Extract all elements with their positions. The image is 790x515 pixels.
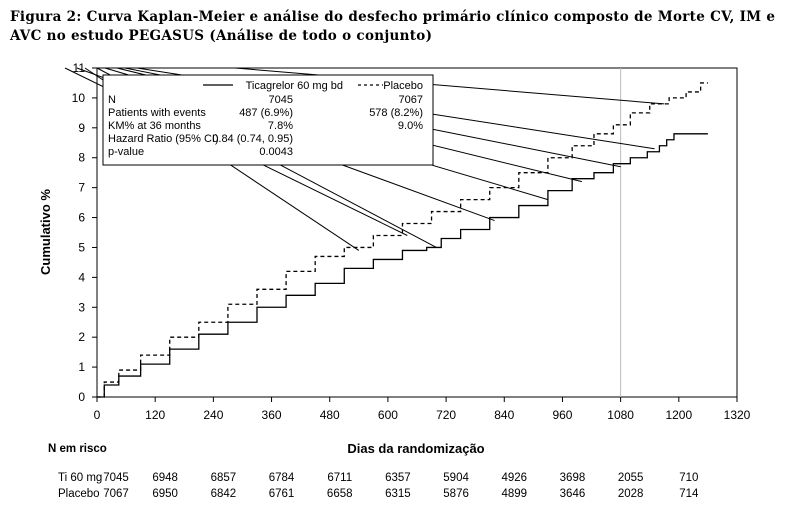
risk-cell: 6857 (211, 472, 237, 484)
risk-cell: 3698 (560, 472, 586, 484)
risk-cell: 7067 (103, 488, 129, 500)
risk-cell: 714 (679, 488, 699, 500)
risk-cell: 4926 (501, 472, 527, 484)
risk-cell: 3646 (560, 488, 586, 500)
legend-row-label: KM% at 36 months (108, 120, 201, 132)
legend-row-placebo: 7067 (399, 94, 423, 106)
legend-row-label: Hazard Ratio (95% CI) (108, 133, 219, 145)
series-layer (97, 82, 708, 398)
x-tick-label: 720 (436, 408, 456, 422)
legend-row-ticagrelor: 7.8% (268, 120, 293, 132)
risk-table-title: N em risco (48, 443, 107, 455)
legend-row-ticagrelor: 0.0043 (259, 146, 293, 158)
legend-row-ticagrelor: 0.84 (0.74, 0.95) (212, 133, 293, 145)
legend-row-placebo: 578 (8.2%) (369, 107, 423, 119)
y-tick-label: 4 (78, 270, 85, 284)
y-tick-label: 6 (78, 211, 85, 225)
legend-series-placebo: Placebo (383, 80, 423, 92)
x-tick-label: 840 (494, 408, 514, 422)
y-tick-label: 8 (78, 151, 85, 165)
y-tick-label: 9 (78, 121, 85, 135)
y-tick-label: 1 (78, 360, 85, 374)
risk-row-label: Ti 60 mg (58, 472, 102, 484)
y-tick-label: 11 (73, 61, 86, 75)
legend-frame (102, 74, 434, 166)
risk-cell: 6315 (385, 488, 411, 500)
risk-cell: 6950 (152, 488, 178, 500)
annotation-line (234, 67, 665, 105)
legend-row-label: p-value (108, 146, 144, 158)
risk-cell: 6761 (269, 488, 295, 500)
risk-cell: 7045 (103, 472, 129, 484)
legend-row-label: Patients with events (108, 107, 206, 119)
legend-row-ticagrelor: 487 (6.9%) (239, 107, 293, 119)
y-axis-label: Cumulativo % (38, 189, 53, 275)
y-tick-label: 5 (78, 240, 85, 254)
series-line-placebo (97, 82, 708, 398)
risk-row-label: Placebo (58, 488, 100, 500)
y-tick-label: 3 (78, 300, 85, 314)
risk-cell: 6658 (327, 488, 353, 500)
legend-row-placebo: 9.0% (398, 120, 423, 132)
figure-title: Figura 2: Curva Kaplan-Meier e análise d… (10, 9, 776, 44)
risk-cell: 6357 (385, 472, 411, 484)
risk-table: N em risco Ti 60 mg 7045 6948 6857 6784 6711 63… (48, 443, 699, 500)
y-tick-label: 10 (72, 91, 86, 105)
series-line-ticagrelor (97, 133, 708, 398)
x-tick-label: 960 (552, 408, 572, 422)
risk-cell: 6948 (152, 472, 178, 484)
x-tick-label: 1320 (724, 408, 751, 422)
legend-box: Ticagrelor 60 mg bd Placebo N 7045 7067 Patie… (102, 74, 434, 166)
y-tick-label: 2 (78, 330, 85, 344)
axis-layer: 0 120 240 360 480 600 720 840 960 1080 1200 1320 0 1 2… (72, 61, 751, 422)
risk-cell: 4899 (501, 488, 527, 500)
x-tick-label: 480 (320, 408, 340, 422)
risk-cell: 6842 (211, 488, 237, 500)
risk-cell: 710 (679, 472, 698, 484)
y-tick-label: 0 (78, 390, 85, 404)
risk-cell: 5876 (443, 488, 469, 500)
x-tick-label: 240 (203, 408, 223, 422)
y-tick-label: 7 (78, 181, 85, 195)
plot-frame (96, 67, 738, 398)
x-tick-label: 120 (145, 408, 165, 422)
risk-cell: 2055 (618, 472, 644, 484)
risk-cell: 5904 (443, 472, 469, 484)
risk-cell: 6711 (327, 472, 352, 484)
risk-cell: 6784 (269, 472, 295, 484)
risk-cell: 2028 (618, 488, 644, 500)
x-tick-label: 0 (94, 408, 101, 422)
x-tick-label: 600 (378, 408, 398, 422)
legend-row-label: N (108, 94, 116, 106)
x-tick-label: 360 (262, 408, 282, 422)
legend-row-ticagrelor: 7045 (269, 94, 293, 106)
legend-series-ticagrelor: Ticagrelor 60 mg bd (246, 80, 343, 92)
x-tick-label: 1080 (607, 408, 634, 422)
x-tick-label: 1200 (665, 408, 692, 422)
x-axis-label: Dias da randomização (347, 441, 484, 456)
